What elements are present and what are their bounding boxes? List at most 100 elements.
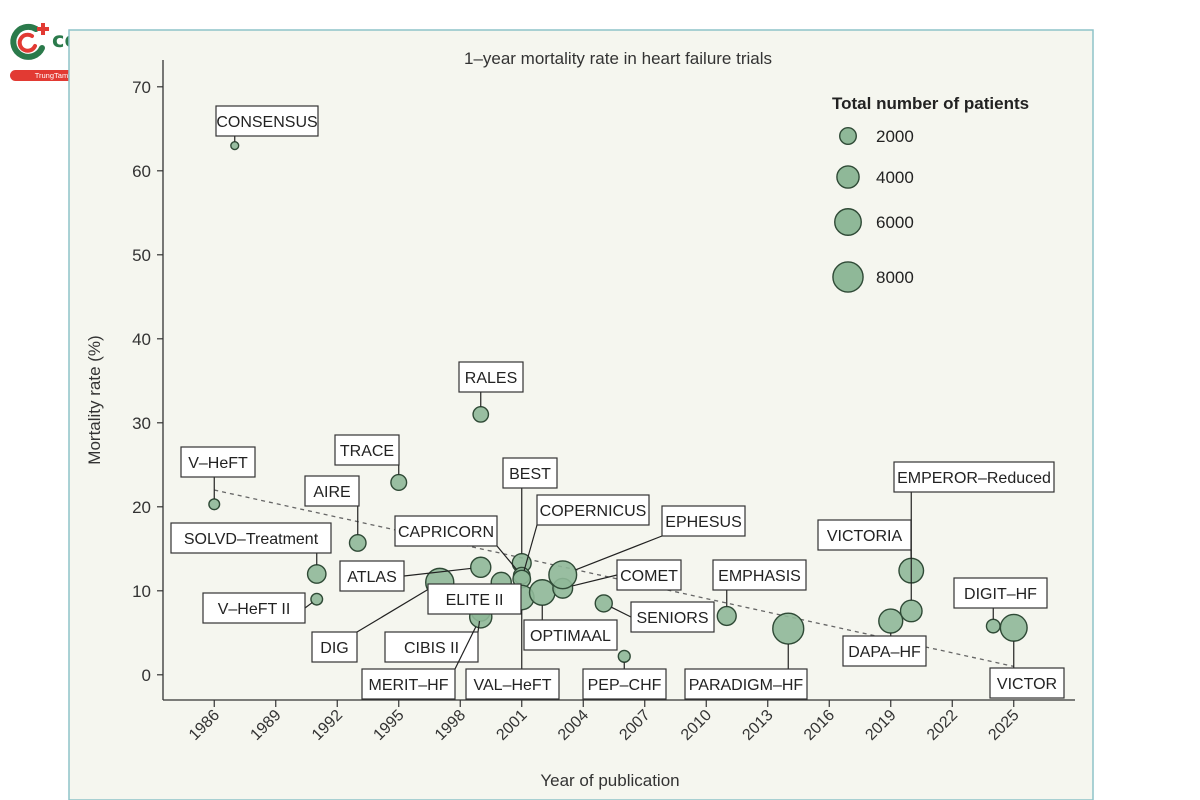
trial-label: EPHESUS: [665, 514, 741, 531]
trial-label: MERIT–HF: [369, 677, 449, 694]
leader-line: [403, 567, 471, 577]
y-tick-label: 20: [132, 498, 151, 517]
bubble-solvd-treatment[interactable]: [306, 564, 327, 584]
x-axis-label: Year of publication: [540, 771, 679, 790]
trial-label-box: [427, 583, 522, 615]
legend-bubble: [839, 127, 857, 145]
bubble-pep-chf[interactable]: [617, 649, 631, 663]
trial-label-box: [170, 522, 332, 554]
leader-line: [304, 602, 313, 609]
bubble-dapa-hf[interactable]: [878, 608, 904, 634]
trial-label: CAPRICORN: [398, 524, 494, 541]
chart-title: 1–year mortality rate in heart failure t…: [464, 49, 772, 68]
y-tick-label: 30: [132, 414, 151, 433]
bubble-digit-hf[interactable]: [985, 618, 1001, 634]
trial-label: V–HeFT II: [218, 601, 291, 618]
trial-label: EMPEROR–Reduced: [897, 470, 1051, 487]
trial-label: AIRE: [313, 484, 350, 501]
trial-label-box: [180, 446, 256, 478]
leader-line: [454, 626, 477, 670]
bubble-seniors[interactable]: [594, 594, 613, 613]
trial-label-box: [394, 515, 498, 547]
trial-label: VICTOR: [997, 676, 1057, 693]
y-axis-label: Mortality rate (%): [85, 335, 104, 464]
trial-label-box: [536, 494, 650, 526]
trial-label-box: [361, 668, 456, 700]
trial-label-box: [334, 434, 400, 466]
bubble-v-heft[interactable]: [208, 498, 221, 511]
trial-label-box: [384, 631, 479, 663]
trial-label-box: [458, 361, 524, 393]
trial-label-box: [817, 519, 912, 551]
trial-label: TRACE: [340, 443, 394, 460]
trial-label: ATLAS: [347, 569, 397, 586]
trial-label-box: [339, 560, 405, 592]
bubble-consensus[interactable]: [230, 140, 240, 151]
trial-label: SOLVD–Treatment: [184, 531, 319, 548]
legend-bubble: [832, 261, 864, 293]
logo-mark-icon: [10, 23, 49, 60]
leader-line: [611, 606, 632, 618]
legend-label: 8000: [876, 268, 914, 287]
trial-label-box: [465, 668, 560, 700]
trial-label: PEP–CHF: [588, 677, 662, 694]
trial-label-box: [523, 619, 618, 651]
leader-line: [356, 589, 429, 633]
bubble-aire[interactable]: [348, 533, 367, 552]
bubble-ephesus[interactable]: [548, 560, 578, 590]
trial-label: DAPA–HF: [848, 644, 921, 661]
trial-label-box: [582, 668, 667, 700]
trial-label-box: [215, 105, 319, 137]
trial-label: CONSENSUS: [216, 114, 317, 131]
trial-label: DIG: [320, 640, 348, 657]
legend-label: 6000: [876, 213, 914, 232]
chart-panel: [68, 29, 1094, 800]
bubble-emphasis[interactable]: [716, 605, 737, 627]
leader-line: [477, 620, 481, 633]
trial-label: PARADIGM–HF: [689, 677, 804, 694]
bubble-victor[interactable]: [999, 613, 1028, 642]
y-tick-label: 40: [132, 330, 151, 349]
y-tick-label: 10: [132, 582, 151, 601]
bubble-emperor-reduced[interactable]: [899, 599, 923, 623]
trial-label: COPERNICUS: [540, 503, 647, 520]
trial-label-box: [661, 505, 746, 537]
legend-title: Total number of patients: [832, 94, 1029, 113]
trial-label: VICTORIA: [827, 528, 903, 545]
bubble-v-heft-ii[interactable]: [310, 592, 324, 606]
trial-label: ELITE II: [446, 592, 504, 609]
trial-label: DIGIT–HF: [964, 586, 1037, 603]
trial-label: EMPHASIS: [718, 568, 801, 585]
trial-label-box: [304, 475, 360, 507]
y-tick-label: 60: [132, 162, 151, 181]
trial-label-box: [202, 592, 306, 624]
y-tick-label: 50: [132, 246, 151, 265]
trial-label-box: [893, 461, 1055, 493]
trial-label-box: [502, 457, 558, 489]
trial-label: SENIORS: [636, 610, 708, 627]
trial-label-box: [989, 667, 1065, 699]
trial-label: BEST: [509, 466, 551, 483]
trial-label-box: [684, 668, 808, 700]
trial-label: COMET: [620, 568, 678, 585]
trial-label: V–HeFT: [188, 455, 248, 472]
bubble-atlas[interactable]: [470, 556, 492, 579]
leader-line: [572, 574, 618, 587]
y-tick-label: 70: [132, 78, 151, 97]
trial-label: CIBIS II: [404, 640, 459, 657]
bubble-paradigm-hf[interactable]: [772, 612, 805, 645]
legend-bubble: [834, 208, 862, 236]
trial-label: RALES: [465, 370, 517, 387]
bubble-rales[interactable]: [472, 406, 490, 423]
trial-label: OPTIMAAL: [530, 628, 611, 645]
leader-line: [523, 524, 538, 571]
y-tick-label: 0: [142, 666, 151, 685]
legend-label: 2000: [876, 127, 914, 146]
leader-line: [575, 535, 663, 571]
trial-label-box: [630, 601, 715, 633]
legend-bubble: [836, 165, 860, 189]
trial-label-box: [712, 559, 807, 591]
bubble-trace[interactable]: [390, 473, 408, 491]
trial-label-box: [842, 635, 927, 667]
